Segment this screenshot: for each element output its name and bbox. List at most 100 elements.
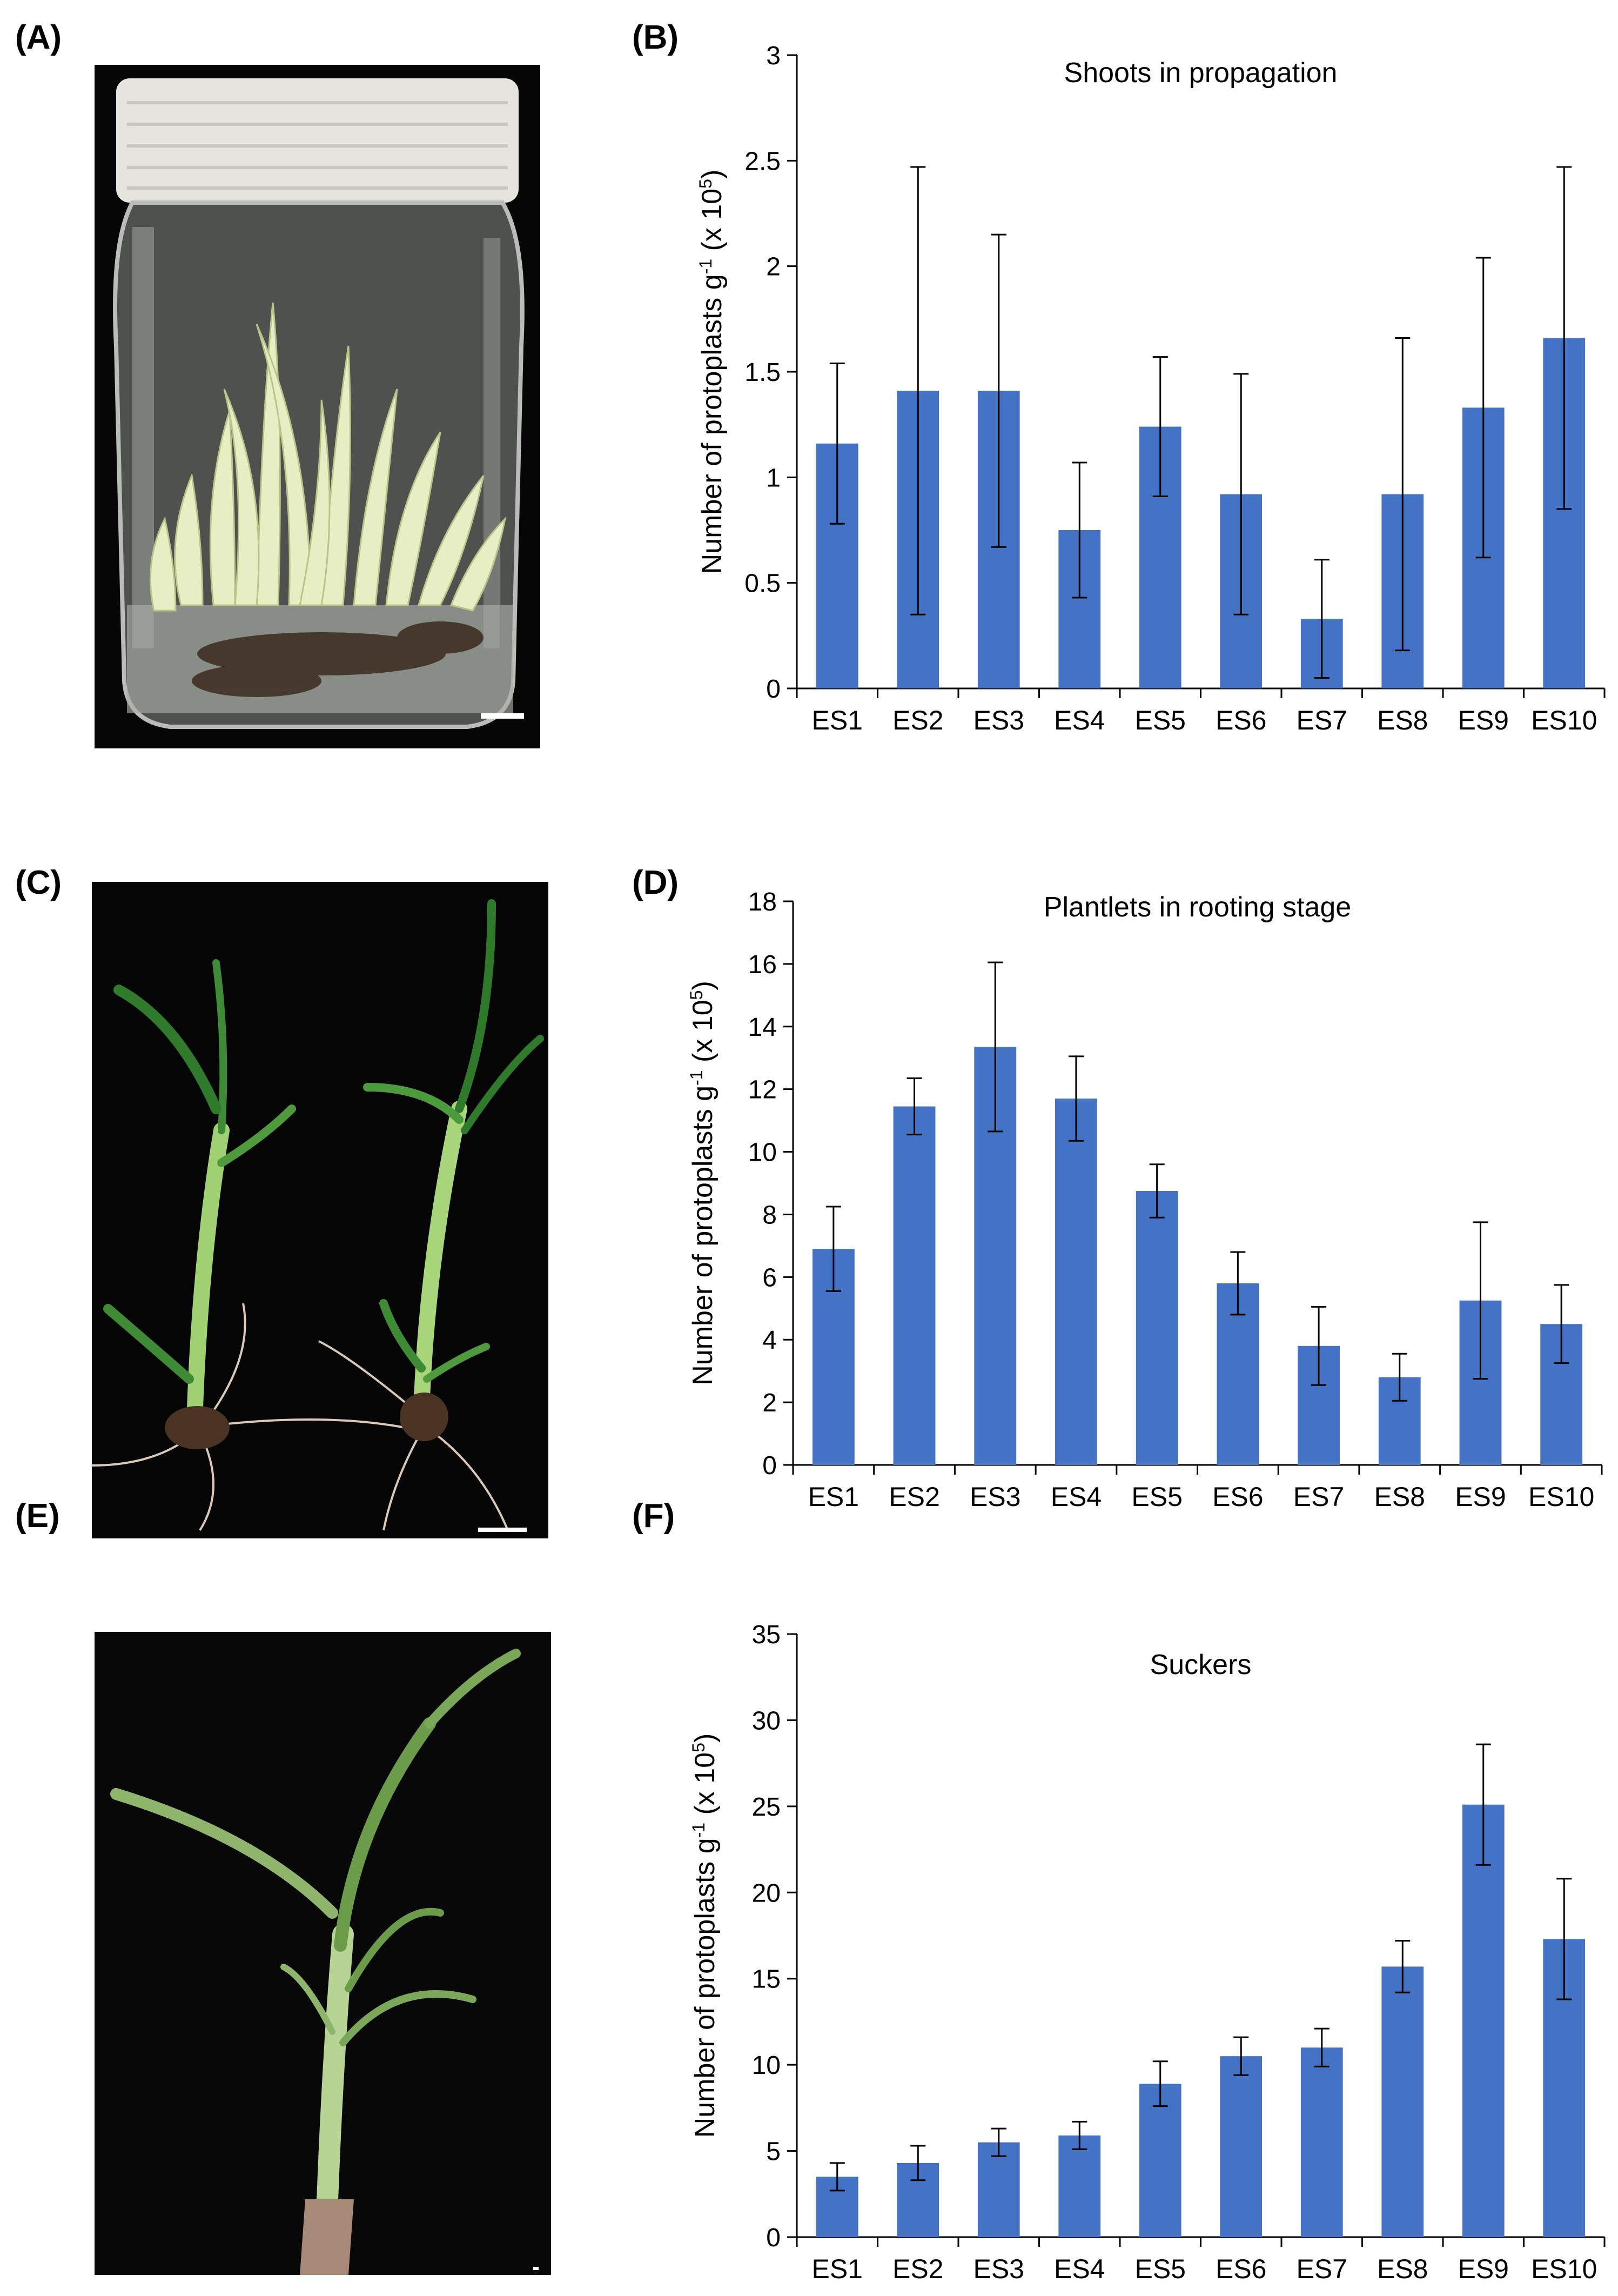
y-axis-label-main: Number of protoplasts g — [689, 1838, 721, 2138]
x-tick-label: ES10 — [1531, 2254, 1597, 2284]
bar — [1220, 2056, 1263, 2237]
panel-label-d: (D) — [632, 864, 679, 901]
shoots-group — [149, 302, 507, 612]
y-axis-label-exp2: 5 — [696, 179, 715, 189]
photo-jar-shoots — [95, 65, 540, 748]
scale-bar — [481, 713, 524, 719]
y-tick-label: 6 — [762, 1263, 777, 1292]
y-tick-label: 0.5 — [744, 570, 781, 598]
y-axis-label-mid: (x 10 — [687, 1000, 719, 1070]
y-tick-label: 10 — [752, 2051, 781, 2080]
x-tick-label: ES10 — [1531, 705, 1597, 735]
scale-bar — [533, 2267, 539, 2270]
x-tick-label: ES1 — [808, 1482, 860, 1512]
y-tick-label: 35 — [752, 1621, 781, 1649]
x-tick-label: ES8 — [1377, 2254, 1428, 2284]
x-tick-label: ES9 — [1458, 705, 1509, 735]
x-tick-label: ES8 — [1374, 1482, 1425, 1512]
y-tick-label: 25 — [752, 1793, 781, 1822]
y-tick-label: 14 — [748, 1013, 777, 1042]
panel-label-f: (F) — [632, 1497, 675, 1535]
chart-suckers: Suckers 0 5 10 15 20 25 30 35 ES1 ES2 ES3 ES4 ES5 ES6 E… — [689, 1621, 1606, 2284]
x-tick-label: ES1 — [811, 2254, 863, 2284]
x-tick-label: ES10 — [1528, 1482, 1594, 1512]
y-tick-label: 1 — [766, 464, 781, 492]
y-tick-label: 0 — [762, 1451, 777, 1480]
x-tick-label: ES3 — [970, 1482, 1021, 1512]
y-axis-label-exp2: 5 — [687, 990, 706, 1000]
bar — [1462, 1804, 1505, 2237]
bar — [1139, 2084, 1181, 2237]
scale-bar — [478, 1528, 527, 1532]
x-tick-label: ES7 — [1296, 705, 1347, 735]
x-tick-label: ES7 — [1296, 2254, 1347, 2284]
y-axis-label-end: ) — [696, 170, 728, 179]
x-tick-label: ES3 — [973, 705, 1024, 735]
y-axis-label-mid: (x 10 — [689, 1752, 721, 1823]
chart-plantlets-rooting: Plantlets in rooting stage 0 2 4 6 8 10 12 14 16 1… — [687, 888, 1603, 1512]
jar-lid-shape — [116, 78, 519, 203]
y-axis-label-exp2: 5 — [689, 1743, 708, 1752]
x-tick-label: ES2 — [892, 705, 944, 735]
chart-title: Shoots in propagation — [1064, 57, 1338, 89]
x-tick-label: ES5 — [1131, 1482, 1183, 1512]
x-tick-label: ES4 — [1054, 705, 1105, 735]
y-axis-label: Number of protoplasts g-1 (x 105) — [696, 170, 728, 574]
photo-sucker — [95, 1632, 551, 2275]
panel-label-b: (B) — [632, 19, 679, 56]
x-tick-label: ES4 — [1054, 2254, 1105, 2284]
chart-title: Plantlets in rooting stage — [1044, 892, 1351, 923]
x-tick-label: ES2 — [892, 2254, 944, 2284]
panel-label-e: (E) — [15, 1497, 60, 1535]
x-tick-label: ES6 — [1216, 2254, 1267, 2284]
x-tick-label: ES2 — [889, 1482, 940, 1512]
bar — [1136, 1190, 1178, 1465]
x-tick-label: ES7 — [1293, 1482, 1345, 1512]
y-axis-label-main: Number of protoplasts g — [687, 1086, 719, 1385]
y-tick-label: 3 — [766, 42, 781, 70]
y-tick-label: 0 — [766, 2224, 781, 2252]
x-tick-label: ES6 — [1216, 705, 1267, 735]
y-tick-label: 12 — [748, 1076, 777, 1105]
x-tick-label: ES5 — [1134, 2254, 1186, 2284]
y-tick-label: 16 — [748, 950, 777, 979]
y-tick-label: 30 — [752, 1706, 781, 1735]
x-tick-label: ES5 — [1134, 705, 1186, 735]
bar — [1300, 2047, 1343, 2237]
y-tick-label: 20 — [752, 1879, 781, 1907]
bar — [977, 2142, 1020, 2237]
y-tick-label: 8 — [762, 1201, 777, 1229]
y-axis-label-exp1: -1 — [687, 1070, 706, 1085]
x-tick-label: ES1 — [811, 705, 863, 735]
bar — [1381, 1966, 1424, 2237]
y-axis-label-exp1: -1 — [689, 1823, 708, 1838]
y-tick-label: 2 — [766, 253, 781, 282]
x-tick-label: ES9 — [1455, 1482, 1506, 1512]
chart-title: Suckers — [1150, 1649, 1252, 1681]
y-tick-label: 2.5 — [744, 147, 781, 176]
x-tick-label: ES3 — [973, 2254, 1024, 2284]
x-tick-label: ES8 — [1377, 705, 1428, 735]
y-axis-label-main: Number of protoplasts g — [696, 274, 728, 574]
chart-shoots-in-propagation: Shoots in propagation 0 0.5 1 1.5 2 2.5 3 ES1 ES2… — [696, 42, 1606, 735]
photo-plantlets-rooting — [92, 882, 548, 1538]
y-tick-label: 15 — [752, 1965, 781, 1994]
y-tick-label: 4 — [762, 1326, 777, 1355]
panel-label-c: (C) — [15, 864, 62, 901]
y-tick-label: 5 — [766, 2138, 781, 2166]
y-tick-label: 2 — [762, 1389, 777, 1417]
panel-label-a: (A) — [15, 19, 62, 56]
y-axis-label-exp1: -1 — [696, 259, 715, 274]
y-axis-label-end: ) — [689, 1733, 721, 1743]
y-axis-label: Number of protoplasts g-1 (x 105) — [687, 981, 719, 1385]
y-axis-label-mid: (x 10 — [696, 189, 728, 259]
x-tick-label: ES4 — [1051, 1482, 1102, 1512]
y-tick-label: 10 — [748, 1139, 777, 1167]
x-tick-label: ES6 — [1212, 1482, 1264, 1512]
y-axis-label-end: ) — [687, 981, 719, 990]
y-axis-label: Number of protoplasts g-1 (x 105) — [689, 1733, 721, 2138]
bar — [893, 1106, 936, 1465]
y-tick-label: 18 — [748, 888, 777, 916]
bar — [1058, 2135, 1101, 2237]
